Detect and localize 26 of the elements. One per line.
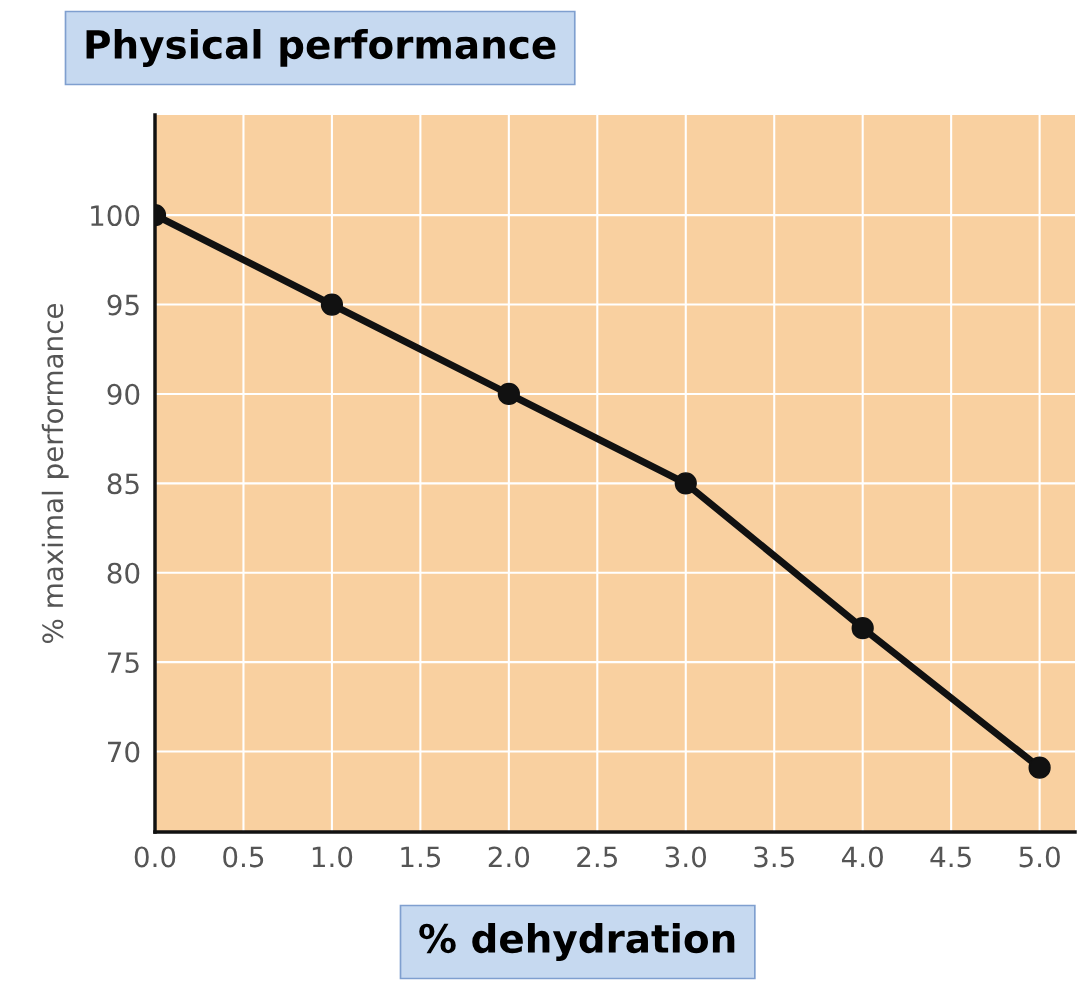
point <box>497 382 520 406</box>
point <box>1028 756 1051 779</box>
x-tick-label: 5.0 <box>1019 846 1060 868</box>
y-tick-label: 80 <box>107 562 140 584</box>
x-tick-label: 4.5 <box>930 846 971 868</box>
y-tick-label: 85 <box>107 473 139 495</box>
point <box>320 293 344 316</box>
point <box>674 472 697 495</box>
chart-title: Physical performance <box>86 29 556 67</box>
x-tick-label: 0.0 <box>134 846 176 868</box>
y-tick-label: 95 <box>107 294 139 316</box>
x-tick-label: 1.5 <box>401 846 441 868</box>
x-tick-label: 1.0 <box>312 846 353 868</box>
x-tick-label: 3.5 <box>754 846 794 868</box>
y-tick-label: 90 <box>107 383 140 405</box>
y-tick-label: 75 <box>108 652 139 674</box>
y-tick-label: 70 <box>108 741 140 763</box>
point <box>851 617 874 640</box>
y-tick-label: 100 <box>91 205 140 227</box>
x-tick-label: 0.5 <box>223 846 264 868</box>
x-axis-title: % dehydration <box>419 923 735 961</box>
x-tick-label: 2.0 <box>488 846 530 868</box>
x-tick-label: 2.5 <box>577 846 617 868</box>
x-tick-label: 4.0 <box>841 846 883 868</box>
x-tick-label: 3.0 <box>665 846 707 868</box>
y-axis-title: % maximal performance <box>41 303 69 643</box>
